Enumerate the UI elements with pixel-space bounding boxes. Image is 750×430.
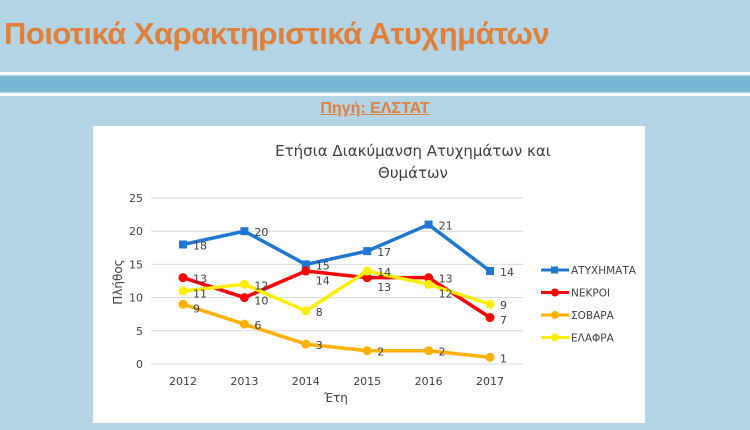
x-tick-label: 2012 [169, 375, 197, 388]
legend-marker [551, 333, 559, 342]
chart-title: Ετήσια Διακύμανση Ατυχημάτων και [275, 142, 551, 160]
data-point [301, 266, 311, 276]
y-tick-label: 15 [129, 258, 143, 271]
slide-title: Ποιοτικά Χαρακτηριστικά Ατυχημάτων [4, 16, 550, 51]
data-point [301, 306, 311, 316]
data-label: 1 [500, 352, 507, 365]
data-label: 3 [316, 339, 323, 352]
data-point [239, 293, 249, 303]
data-label: 9 [500, 299, 507, 312]
data-label: 20 [254, 226, 268, 239]
data-label: 17 [377, 246, 391, 259]
x-axis-label: Έτη [323, 391, 348, 405]
legend-label: ΣΟΒΑΡΑ [571, 310, 615, 322]
data-label: 2 [377, 346, 384, 359]
data-point [424, 220, 433, 229]
data-label: 13 [377, 281, 391, 294]
y-tick-label: 5 [136, 325, 143, 338]
data-label: 2 [439, 346, 446, 359]
line-chart: Ετήσια Διακύμανση Ατυχημάτων και Θυμάτων 0… [93, 126, 645, 423]
data-label: 12 [439, 288, 453, 301]
data-point [485, 313, 495, 323]
legend-label: ΑΤΥΧΗΜΑΤΑ [571, 265, 637, 277]
data-point [424, 279, 434, 289]
data-point [485, 352, 495, 362]
source-label: Πηγή: ΕΛΣΤΑΤ [320, 100, 430, 117]
data-point [179, 240, 187, 249]
data-label: 11 [193, 288, 207, 301]
data-label: 18 [193, 239, 207, 252]
data-point [485, 299, 495, 309]
data-label: 7 [500, 314, 507, 327]
data-point [301, 260, 310, 269]
y-axis-label: Πλήθος [111, 259, 125, 304]
data-point [424, 346, 434, 356]
data-point [239, 319, 249, 329]
data-point [362, 346, 372, 356]
divider [0, 93, 750, 96]
data-point [362, 266, 372, 276]
data-label: 13 [193, 273, 207, 286]
legend-label: ΝΕΚΡΟΙ [571, 288, 610, 300]
y-tick-label: 25 [129, 192, 143, 205]
data-point [362, 273, 372, 283]
data-point [178, 286, 188, 296]
data-label: 13 [439, 273, 453, 286]
header-band [0, 76, 750, 92]
data-label: 6 [254, 319, 261, 332]
data-point [178, 299, 188, 309]
data-label: 14 [500, 266, 514, 279]
chart-svg: Ετήσια Διακύμανση Ατυχημάτων και Θυμάτων 0… [111, 142, 637, 405]
y-tick-label: 20 [129, 225, 143, 238]
x-tick-label: 2015 [353, 375, 381, 388]
series-line [182, 302, 491, 360]
data-point [178, 273, 188, 283]
legend-label: ΕΛΑΦΡΑ [571, 333, 615, 345]
data-label: 14 [377, 266, 391, 279]
y-tick-label: 0 [136, 358, 143, 371]
divider [0, 72, 750, 75]
data-point [301, 339, 311, 349]
data-point [424, 273, 434, 283]
data-point [240, 227, 249, 236]
data-label: 15 [316, 259, 330, 272]
x-tick-label: 2013 [230, 375, 258, 388]
data-point [239, 279, 249, 289]
data-label: 10 [254, 294, 268, 307]
series-line [182, 269, 491, 319]
legend-marker [551, 288, 559, 297]
data-point [363, 247, 372, 256]
data-label: 9 [193, 303, 200, 316]
series-line [182, 269, 491, 313]
data-label: 21 [439, 220, 453, 233]
x-tick-label: 2017 [476, 375, 504, 388]
data-label: 12 [254, 279, 268, 292]
data-point [486, 267, 494, 276]
x-tick-label: 2014 [292, 375, 320, 388]
series-line [182, 222, 492, 273]
legend-marker [551, 266, 558, 274]
chart-title: Θυμάτων [378, 164, 448, 182]
data-label: 14 [316, 274, 330, 287]
x-tick-label: 2016 [415, 375, 443, 388]
data-label: 8 [316, 306, 323, 319]
legend-marker [551, 311, 559, 319]
y-tick-label: 10 [129, 292, 143, 305]
